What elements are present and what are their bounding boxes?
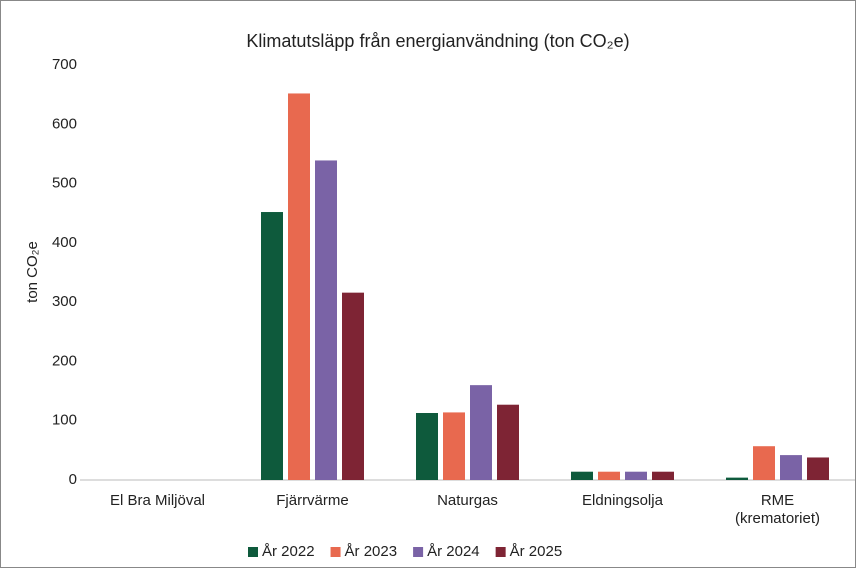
y-tick-label: 0: [69, 471, 77, 488]
bar: [261, 212, 283, 480]
bar: [652, 471, 674, 480]
bar: [315, 160, 337, 480]
bar: [726, 477, 748, 480]
y-tick-label: 600: [52, 115, 77, 132]
bar: [780, 455, 802, 480]
y-tick-label: 300: [52, 293, 77, 310]
bar: [470, 385, 492, 480]
bar: [416, 413, 438, 480]
legend-swatch: [330, 547, 341, 557]
legend-swatch: [248, 547, 258, 557]
y-tick-label: 100: [52, 412, 77, 429]
legend-label: År 2023: [345, 543, 398, 560]
x-tick-label: Fjärrvärme: [276, 492, 349, 509]
x-tick-label: Eldningsolja: [582, 492, 663, 509]
bar: [497, 404, 519, 480]
y-tick-label: 400: [52, 234, 77, 251]
legend-label: År 2025: [510, 543, 563, 560]
bar: [571, 471, 593, 480]
bar: [753, 446, 775, 480]
bar: [443, 412, 465, 480]
bar: [625, 471, 647, 480]
bar: [342, 292, 364, 480]
y-axis-label: ton CO₂e: [24, 241, 41, 303]
legend-swatch: [495, 547, 506, 557]
bar: [598, 471, 620, 480]
x-tick-label: El Bra Miljöval: [109, 492, 206, 509]
bar: [288, 93, 310, 480]
legend-label: År 2022: [262, 543, 315, 560]
y-tick-label: 700: [52, 56, 77, 73]
legend-swatch: [413, 547, 424, 557]
y-tick-label: 500: [52, 175, 77, 192]
x-tick-label: Naturgas: [437, 492, 498, 509]
bar: [807, 457, 829, 480]
y-tick-label: 200: [52, 352, 77, 369]
chart-title: Klimatutsläpp från energianvändning (ton…: [246, 31, 629, 51]
x-tick-label: RME (krematoriet): [734, 492, 820, 527]
legend-label: År 2024: [427, 543, 480, 560]
